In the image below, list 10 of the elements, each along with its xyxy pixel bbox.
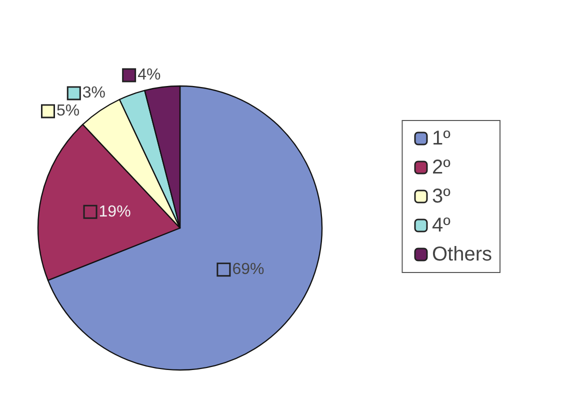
data-label: 4% <box>138 66 161 84</box>
legend-label: 1º <box>432 128 452 150</box>
data-label: 3% <box>82 84 106 102</box>
legend-label: 4º <box>432 214 452 236</box>
legend-label: Others <box>432 244 492 266</box>
legend-label: 2º <box>432 156 452 178</box>
data-label: 5% <box>56 102 80 120</box>
data-label: 69% <box>232 261 264 278</box>
data-label: 19% <box>98 203 131 220</box>
legend-label: 3º <box>432 186 452 208</box>
